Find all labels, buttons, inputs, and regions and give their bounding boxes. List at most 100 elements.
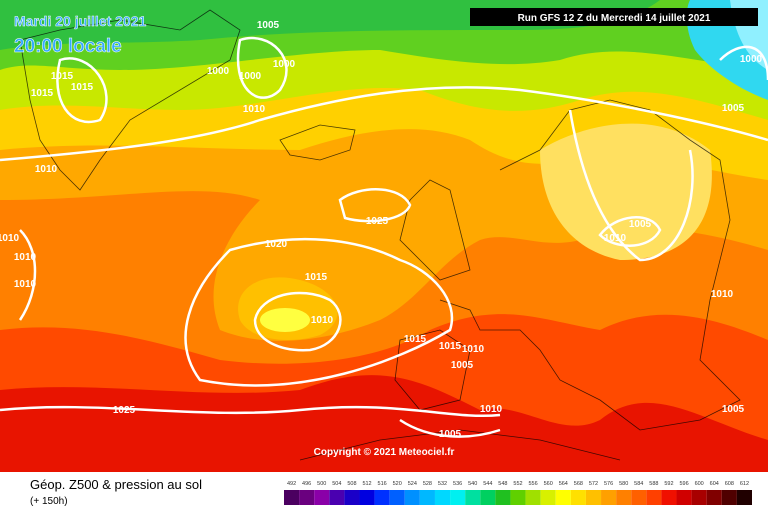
scale-label: 560	[544, 481, 553, 487]
legend-title: Géop. Z500 & pression au sol	[30, 477, 202, 492]
scale-label: 600	[695, 481, 704, 487]
scale-label: 540	[468, 481, 477, 487]
isobar-label: 1005	[257, 20, 280, 31]
run-info: Run GFS 12 Z du Mercredi 14 juillet 2021	[518, 13, 711, 24]
color-scale: 492 496 500 504 508 512 516 520 524 528 532 536 540 5…	[284, 481, 752, 505]
scale-swatch	[555, 490, 571, 505]
forecast-date: Mardi 20 juillet 2021	[14, 13, 146, 29]
isobar-label: 1020	[265, 239, 288, 250]
scale-label: 556	[529, 481, 538, 487]
isobar-label: 1010	[711, 289, 734, 300]
scale-label: 584	[634, 481, 643, 487]
isobar-label: 1015	[404, 334, 427, 345]
scale-swatch	[585, 490, 602, 505]
isobar-label: 1000	[273, 59, 296, 70]
scale-swatch	[736, 490, 752, 505]
scale-swatch	[434, 490, 451, 505]
scale-swatch	[721, 490, 737, 505]
isobars	[0, 36, 768, 438]
isobar-label: 1000	[239, 71, 262, 82]
isobar-label: 1010	[35, 164, 58, 175]
scale-swatch	[510, 490, 526, 505]
scale-swatch	[389, 490, 405, 505]
scale-swatch	[570, 490, 586, 505]
scale-swatch	[450, 490, 466, 505]
scale-label: 508	[347, 481, 356, 487]
scale-label: 612	[740, 481, 749, 487]
isobar-label: 1010	[243, 104, 266, 115]
isobar-label: 1010	[14, 279, 37, 290]
scale-label: 516	[378, 481, 387, 487]
isobar-label: 1000	[740, 54, 763, 65]
isobar-label: 1000	[207, 66, 230, 77]
scale-label: 512	[362, 481, 371, 487]
isobar-label: 1025	[366, 216, 389, 227]
scale-label: 588	[649, 481, 658, 487]
scale-swatch	[359, 490, 375, 505]
scale-swatch	[676, 490, 692, 505]
scale-swatch	[540, 490, 556, 505]
forecast-time: 20:00 locale	[14, 36, 122, 57]
isobar-label: 1005	[722, 404, 745, 415]
isobar-label: 1010	[462, 344, 485, 355]
isobar-label: 1015	[71, 82, 94, 93]
scale-swatch	[314, 490, 330, 505]
scale-label: 568	[574, 481, 583, 487]
isobar-label: 1010	[604, 233, 627, 244]
scale-swatch	[661, 490, 677, 505]
scale-label: 524	[408, 481, 417, 487]
scale-label: 536	[453, 481, 462, 487]
isobar-label: 1015	[51, 71, 74, 82]
scale-label: 544	[483, 481, 492, 487]
isobar-label: 1010	[14, 252, 37, 263]
scale-swatch	[646, 490, 662, 505]
scale-label: 552	[513, 481, 522, 487]
isobar-label: 1025	[113, 405, 136, 416]
scale-swatch	[480, 490, 496, 505]
scale-label: 528	[423, 481, 432, 487]
coastlines	[19, 9, 741, 461]
run-box	[470, 8, 758, 26]
scale-swatch	[374, 490, 390, 505]
isobar-label: 1005	[439, 429, 462, 440]
scale-swatch	[631, 490, 647, 505]
scale-label: 592	[664, 481, 673, 487]
isobar-label: 1015	[31, 88, 54, 99]
scale-swatch	[616, 490, 632, 505]
scale-label: 532	[438, 481, 447, 487]
isobar-label: 1005	[722, 103, 745, 114]
scale-swatch	[465, 490, 481, 505]
scale-swatch	[329, 490, 345, 505]
scale-swatch	[299, 490, 315, 505]
isobar-label: 1015	[439, 341, 462, 352]
scale-swatch	[344, 490, 360, 505]
scale-label: 564	[559, 481, 568, 487]
scale-swatch	[284, 490, 300, 505]
scale-swatch	[404, 490, 420, 505]
scale-label: 548	[498, 481, 507, 487]
isobar-label: 1010	[480, 404, 503, 415]
isobar-label: 1005	[451, 360, 474, 371]
scale-label: 500	[317, 481, 326, 487]
scale-label: 492	[287, 481, 296, 487]
scale-label: 572	[589, 481, 598, 487]
copyright: Copyright © 2021 Meteociel.fr	[314, 447, 455, 458]
legend-lead: (+ 150h)	[30, 496, 68, 507]
isobar-label: 1010	[0, 233, 20, 244]
scale-label: 576	[604, 481, 613, 487]
scale-swatch	[525, 490, 541, 505]
scale-swatch	[706, 490, 722, 505]
scale-label: 504	[332, 481, 341, 487]
scale-label: 580	[619, 481, 628, 487]
isobar-label: 1010	[311, 315, 334, 326]
scale-label: 608	[725, 481, 734, 487]
scale-swatch	[691, 490, 707, 505]
scale-swatch	[601, 490, 617, 505]
scale-swatch	[419, 490, 435, 505]
scale-label: 520	[393, 481, 402, 487]
scale-label: 596	[679, 481, 688, 487]
scale-swatch	[495, 490, 511, 505]
scale-label: 496	[302, 481, 311, 487]
